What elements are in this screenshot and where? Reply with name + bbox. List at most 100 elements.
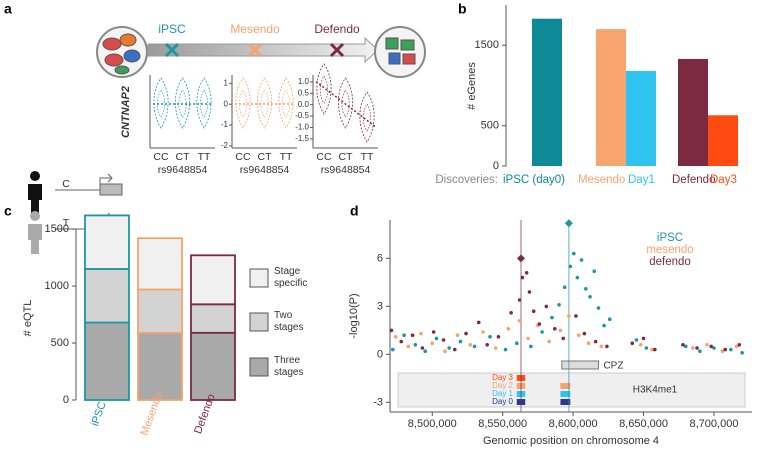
point: [737, 343, 742, 347]
point: [550, 315, 554, 320]
x-tick-label: TT: [361, 151, 374, 163]
point: [558, 328, 563, 333]
allele: C: [62, 178, 70, 190]
point: [526, 336, 530, 341]
x-tick-label: CT: [339, 151, 354, 163]
violin: [256, 77, 273, 129]
point: [592, 269, 597, 274]
stage-marker: [329, 42, 345, 58]
bar-segment: [190, 254, 236, 306]
bar-segment: [137, 331, 183, 401]
x-tick-label: iPSC (day0): [503, 174, 565, 186]
point: [509, 311, 513, 315]
point: [419, 331, 423, 336]
track-label: H3K4me1: [633, 385, 678, 396]
point: [503, 347, 508, 352]
point: [681, 343, 685, 347]
cell: [385, 37, 399, 50]
y-axis-title: -log10(P): [348, 293, 360, 338]
x-axis-title: rs9648854: [321, 164, 371, 176]
x-tick-label: iPSC: [89, 400, 109, 428]
legend-label: Stage specific: [274, 266, 308, 289]
point: [567, 314, 571, 318]
point: [596, 306, 601, 310]
bar: [596, 29, 626, 167]
y-tick-label: 0: [377, 348, 383, 360]
point: [485, 343, 489, 347]
point: [464, 331, 468, 336]
legend-label: iPSC: [657, 232, 683, 244]
y-tick-label: 1000: [45, 280, 69, 292]
stage-marker: [247, 42, 263, 58]
bar-segment: [190, 331, 236, 401]
x-tick-label: CC: [316, 151, 332, 163]
point: [472, 344, 477, 349]
stage-marker: [164, 42, 180, 58]
x-tick-label: Day3: [710, 174, 737, 186]
y-axis-title: # eQTL: [22, 300, 34, 337]
bar: [626, 71, 656, 166]
gene-box: [99, 183, 123, 196]
person-icon: [30, 171, 40, 181]
y-axis-title: # eGenes: [466, 62, 478, 110]
point: [468, 343, 473, 347]
y-tick-label: -1: [221, 120, 229, 129]
point: [712, 346, 716, 350]
x-tick-label: CT: [176, 151, 191, 163]
point: [698, 349, 702, 354]
bar-segment: [84, 321, 130, 401]
point: [455, 333, 460, 338]
point: [389, 328, 394, 333]
point: [399, 339, 404, 344]
x-axis-title: Genomic position on chromosome 4: [483, 435, 659, 447]
lead-point: [564, 219, 573, 228]
x-tick-label: TT: [280, 151, 293, 163]
point: [593, 339, 598, 344]
gene-label: CPZ: [603, 361, 623, 372]
point: [630, 341, 635, 346]
point: [605, 344, 609, 349]
point: [540, 330, 544, 334]
point: [458, 339, 463, 344]
violin: [156, 89, 166, 118]
point: [537, 322, 542, 326]
y-tick-label: 0: [224, 99, 229, 108]
track-region: [560, 391, 571, 397]
point: [531, 309, 536, 314]
point: [691, 346, 695, 350]
point: [683, 344, 688, 349]
point: [520, 275, 525, 280]
point: [406, 344, 411, 349]
legend-label: mesendo: [646, 244, 693, 256]
cell-dish: [374, 26, 426, 78]
cell: [388, 52, 401, 65]
gene-box: [561, 360, 599, 370]
point: [576, 333, 581, 338]
violin: [319, 75, 329, 104]
point: [582, 331, 587, 336]
point: [583, 287, 588, 291]
point: [514, 341, 519, 346]
track-day-label: Day 0: [492, 397, 513, 406]
track-region: [560, 383, 571, 389]
violin: [199, 89, 209, 118]
point: [402, 333, 406, 338]
y-tick-label: 0: [493, 160, 499, 172]
point: [493, 346, 498, 350]
point: [413, 343, 418, 347]
y-tick-label: 3: [377, 300, 383, 312]
point: [562, 285, 567, 290]
point: [723, 347, 728, 352]
violin: [337, 77, 354, 129]
point: [423, 349, 428, 354]
point: [481, 330, 485, 334]
point: [734, 344, 739, 349]
track-box: [397, 372, 746, 408]
point: [602, 323, 606, 328]
point: [705, 343, 709, 347]
y-tick-label: -2: [221, 141, 229, 150]
point: [720, 349, 725, 354]
point: [553, 327, 557, 331]
point: [634, 338, 639, 342]
stage-label: Defendo: [314, 22, 360, 36]
